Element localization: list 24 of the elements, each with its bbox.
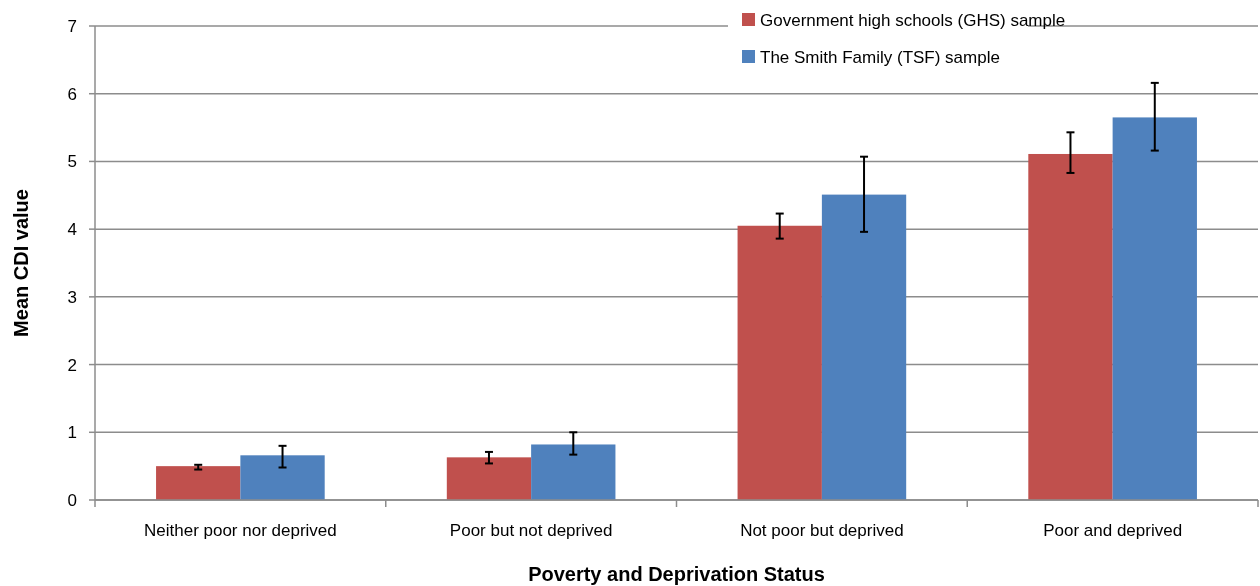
bar	[156, 466, 241, 500]
bar	[737, 225, 822, 500]
x-tick-label: Poor and deprived	[1043, 521, 1183, 540]
bar	[1112, 117, 1197, 500]
y-tick-label: 6	[67, 84, 77, 104]
y-tick-label: 0	[67, 490, 77, 510]
bar	[821, 194, 907, 500]
y-tick-label: 3	[67, 287, 77, 307]
y-tick-label: 2	[67, 355, 77, 375]
legend-label: The Smith Family (TSF) sample	[760, 47, 1000, 67]
x-tick-label: Not poor but deprived	[740, 521, 904, 540]
bar	[531, 444, 616, 500]
x-axis-title: Poverty and Deprivation Status	[528, 563, 825, 585]
y-tick-label: 4	[67, 220, 77, 240]
bar	[1028, 153, 1113, 500]
bar	[446, 457, 532, 500]
y-tick-label: 1	[67, 423, 77, 443]
y-tick-label: 7	[67, 16, 77, 36]
bar	[240, 455, 325, 500]
legend-label: Government high schools (GHS) sample	[760, 10, 1066, 30]
y-axis-title: Mean CDI value	[10, 189, 32, 337]
x-tick-label: Neither poor nor deprived	[143, 521, 337, 540]
y-tick-label: 5	[67, 152, 77, 172]
x-tick-label: Poor but not deprived	[449, 521, 613, 540]
